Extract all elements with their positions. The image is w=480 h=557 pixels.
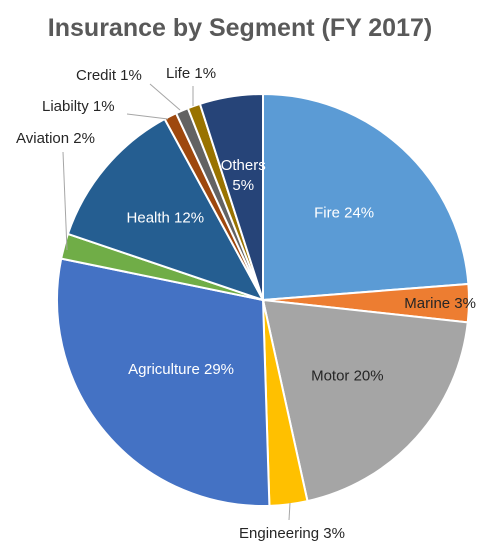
pie-slices bbox=[56, 92, 470, 507]
label-health: Health 12% bbox=[127, 210, 205, 227]
slice-health bbox=[66, 117, 266, 302]
label-fire: Fire 24% bbox=[314, 204, 374, 221]
leader-liabilty bbox=[126, 113, 169, 120]
label-engineering: Engineering 3% bbox=[239, 525, 345, 542]
label-marine: Marine 3% bbox=[404, 295, 476, 312]
slice-others bbox=[198, 92, 264, 301]
label-aviation: Aviation 2% bbox=[16, 130, 95, 147]
slice-labels: Fire 24% Marine 3% Motor 20% Engineering 3%… bbox=[16, 65, 476, 542]
label-motor: Motor 20% bbox=[311, 368, 384, 385]
slice-motor bbox=[261, 298, 469, 503]
leader-aviation bbox=[62, 151, 68, 251]
label-agriculture: Agriculture 29% bbox=[128, 361, 234, 378]
slice-agriculture bbox=[56, 257, 271, 507]
label-credit: Credit 1% bbox=[76, 67, 142, 84]
label-liabilty: Liabilty 1% bbox=[42, 98, 115, 115]
leader-credit bbox=[149, 83, 181, 111]
slice-fire bbox=[262, 92, 470, 302]
label-life: Life 1% bbox=[166, 65, 216, 82]
leader-lines bbox=[62, 83, 291, 521]
label-others: Others 5% bbox=[221, 157, 266, 194]
leader-engineering bbox=[288, 502, 291, 521]
chart-title: Insurance by Segment (FY 2017) bbox=[47, 14, 433, 42]
